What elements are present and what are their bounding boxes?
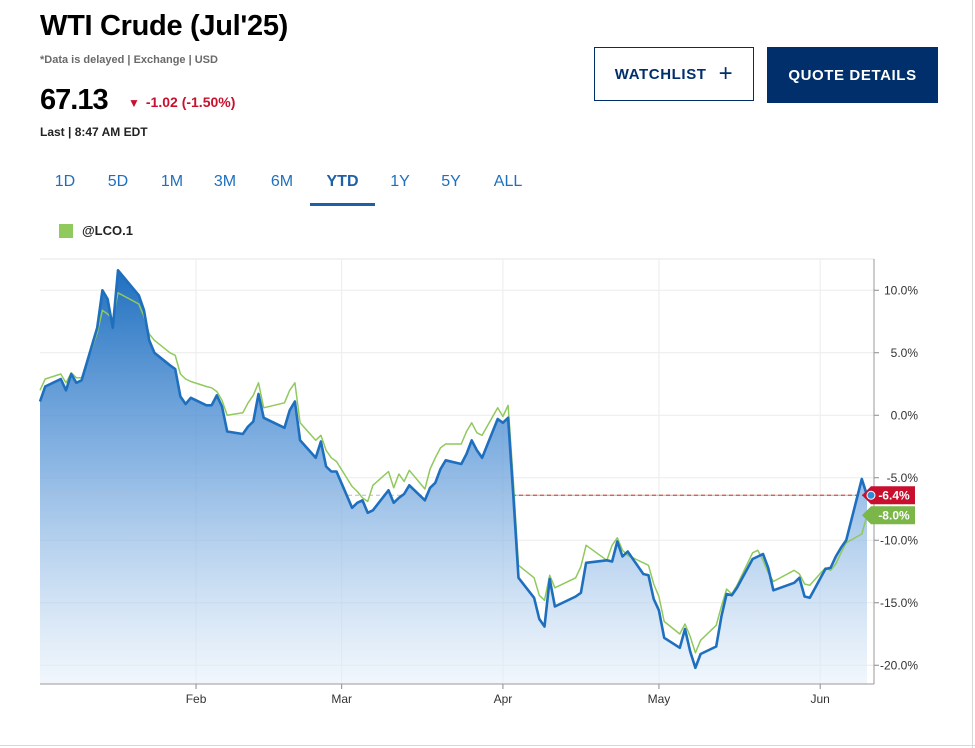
x-tick-label: Feb <box>186 692 207 706</box>
tab-all[interactable]: ALL <box>493 173 523 190</box>
page-title: WTI Crude (Julʹ25) <box>40 10 289 42</box>
tab-5y[interactable]: 5Y <box>441 173 461 190</box>
x-tick-label: Jun <box>811 692 830 706</box>
legend-swatch <box>59 223 73 238</box>
last-updated: Last | 8:47 AM EDT <box>40 125 148 139</box>
tab-1d[interactable]: 1D <box>54 173 76 190</box>
data-delay-note: *Data is delayed | Exchange | USD <box>40 54 218 66</box>
y-tick-label: -15.0% <box>880 596 918 610</box>
plus-icon: + <box>718 60 734 87</box>
x-tick-label: Apr <box>494 692 513 706</box>
y-tick-label: 10.0% <box>884 283 918 297</box>
quote-details-button-label: QUOTE DETAILS <box>788 66 917 84</box>
wti-end-label-text: -6.4% <box>878 488 910 502</box>
tab-6m[interactable]: 6M <box>270 173 294 190</box>
price-change: ▼ -1.02 (-1.50%) <box>128 94 235 110</box>
current-point-marker <box>866 490 876 500</box>
wti-area-fill <box>40 270 867 684</box>
x-tick-label: May <box>648 692 671 706</box>
wti-end-label-bg <box>862 486 915 505</box>
legend-label: @LCO.1 <box>82 223 133 238</box>
chart-legend: @LCO.1 <box>59 223 133 238</box>
watchlist-button-label: WATCHLIST <box>614 65 707 83</box>
frame-border-bottom <box>0 745 975 746</box>
y-tick-label: 0.0% <box>891 408 919 422</box>
y-tick-label: -10.0% <box>880 533 918 547</box>
y-tick-label: -20.0% <box>880 658 918 672</box>
quote-details-button[interactable]: QUOTE DETAILS <box>767 47 938 103</box>
lco-end-label-bg <box>862 506 915 525</box>
y-tick-label: 5.0% <box>891 346 919 360</box>
lco-end-label-text: -8.0% <box>878 508 910 522</box>
last-price: 67.13 <box>40 84 109 116</box>
y-tick-label: -5.0% <box>887 471 919 485</box>
watchlist-button[interactable]: WATCHLIST + <box>594 47 754 101</box>
tab-ytd[interactable]: YTD <box>310 170 375 206</box>
tab-3m[interactable]: 3M <box>213 173 237 190</box>
tab-5d[interactable]: 5D <box>107 173 129 190</box>
tab-1m[interactable]: 1M <box>160 173 184 190</box>
down-triangle-icon: ▼ <box>128 96 140 110</box>
frame-border-right <box>972 0 973 748</box>
price-change-value: -1.02 (-1.50%) <box>145 94 236 110</box>
tab-1y[interactable]: 1Y <box>390 173 410 190</box>
wti-series-line <box>38 268 869 670</box>
lco-series-line <box>39 292 868 654</box>
x-tick-label: Mar <box>331 692 352 706</box>
